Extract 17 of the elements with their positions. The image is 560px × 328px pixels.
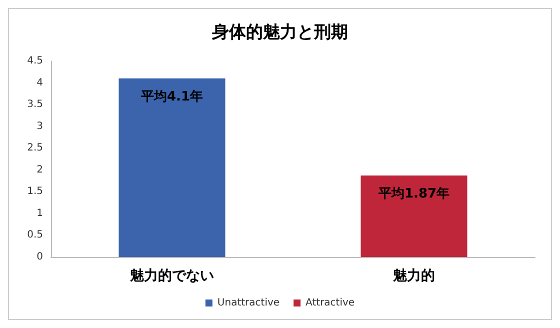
data-label: 平均1.87年 [377, 186, 450, 202]
y-tick-label: 4.5 [27, 56, 43, 66]
x-tick-label: 魅力的 [392, 268, 435, 284]
data-label: 平均4.1年 [140, 89, 204, 104]
y-tick-label: 3.5 [27, 99, 43, 110]
y-tick-label: 2 [36, 164, 43, 176]
chart-title: 身体的魅力と刑期 [211, 22, 348, 42]
y-tick-label: 0 [36, 252, 43, 262]
y-tick-label: 1 [36, 208, 43, 219]
y-tick-label: 3 [36, 120, 43, 132]
y-tick-label: 2.5 [27, 142, 43, 154]
y-tick-label: 1.5 [27, 186, 43, 198]
x-tick-label: 魅力的でない [129, 268, 214, 284]
legend-label: Unattractive [217, 298, 280, 308]
y-tick-label: 0.5 [27, 230, 43, 241]
y-tick-label: 4 [36, 77, 43, 88]
legend-label: Attractive [306, 298, 355, 308]
